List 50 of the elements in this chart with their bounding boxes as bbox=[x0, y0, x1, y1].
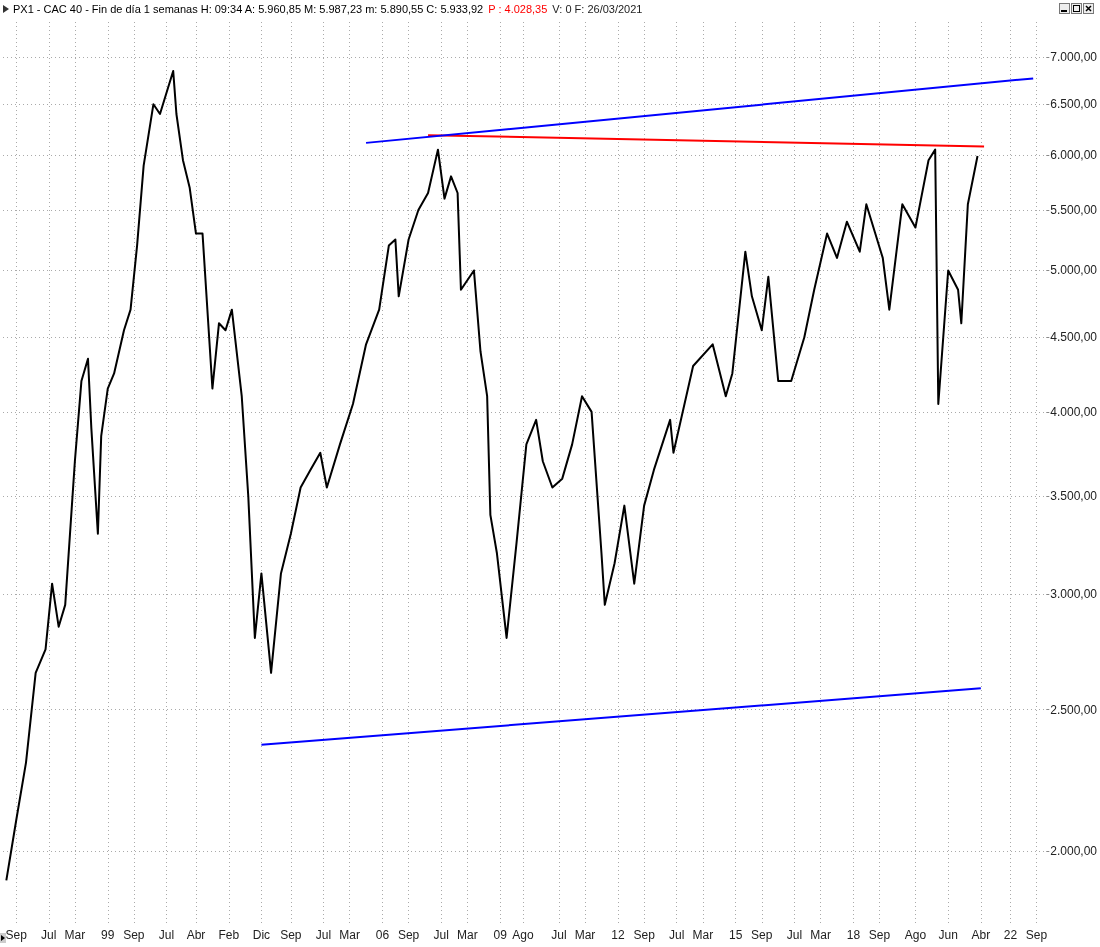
x-tick-label: Jul bbox=[786, 928, 803, 942]
y-tick-label: 6.500,00 bbox=[1050, 97, 1098, 112]
x-tick-label: 18 bbox=[846, 928, 861, 942]
y-tick-label: 2.500,00 bbox=[1050, 702, 1098, 717]
x-tick-label: Sep bbox=[5, 928, 28, 942]
y-tick-label: 2.000,00 bbox=[1050, 844, 1098, 859]
text: V: 0 F: 26/03/2021 bbox=[552, 3, 643, 15]
x-tick-label: Ago bbox=[904, 928, 927, 942]
x-tick-label: Sep bbox=[1025, 928, 1048, 942]
x-tick-label: Jul bbox=[433, 928, 449, 942]
x-tick-label: Sep bbox=[280, 928, 302, 942]
x-tick-label: Mar bbox=[692, 928, 714, 942]
x-tick-label: Jul bbox=[41, 928, 57, 942]
y-tick-label: 3.000,00 bbox=[1050, 587, 1098, 602]
x-tick-label: Abr bbox=[186, 928, 206, 942]
y-tick-label: 5.500,00 bbox=[1050, 203, 1098, 218]
x-tick-label: 22 bbox=[1003, 928, 1018, 942]
x-tick-label: Sep bbox=[633, 928, 656, 942]
x-tick-label: 06 bbox=[375, 928, 390, 942]
x-tick-label: Sep bbox=[397, 928, 420, 942]
x-tick-label: Jul bbox=[551, 928, 567, 942]
x-tick-label: Abr bbox=[971, 928, 991, 942]
x-tick-label: Mar bbox=[457, 928, 478, 942]
x-tick-label: 12 bbox=[611, 928, 625, 942]
x-tick-label: 09 bbox=[493, 928, 508, 942]
x-tick-label: Jun bbox=[938, 928, 958, 942]
chart-title: PX1 - CAC 40 - Fin de día 1 semanas H: 09:34 A: 5.960,85 M: 5.987,23 m: 5.890,55 C: 5.933,92 bbox=[13, 3, 484, 15]
x-tick-label: Mar bbox=[810, 928, 831, 942]
y-tick-label: 4.500,00 bbox=[1050, 330, 1098, 345]
x-tick-label: Sep bbox=[751, 928, 773, 942]
x-tick-label: Feb bbox=[218, 928, 240, 942]
text: P : 4.028,35 bbox=[488, 3, 548, 15]
x-tick-label: Sep bbox=[868, 928, 891, 942]
y-tick-label: 4.000,00 bbox=[1050, 404, 1098, 419]
x-tick-label: Dic bbox=[252, 928, 271, 942]
line-series bbox=[5, 69, 979, 882]
y-tick-label: 3.500,00 bbox=[1050, 489, 1098, 504]
x-tick-label: Ago bbox=[512, 928, 535, 942]
x-tick-label: Jul bbox=[669, 928, 685, 942]
x-tick-label: 15 bbox=[728, 928, 743, 942]
y-tick-label: 7.000,00 bbox=[1050, 50, 1098, 65]
y-tick-label: 5.000,00 bbox=[1050, 263, 1098, 278]
y-tick-label: 6.000,00 bbox=[1050, 147, 1098, 162]
x-tick-label: Sep bbox=[123, 928, 145, 942]
x-tick-label: Jul bbox=[158, 928, 175, 942]
x-tick-label: Jul bbox=[315, 928, 332, 942]
x-tick-label: Mar bbox=[574, 928, 596, 942]
x-tick-label: 99 bbox=[101, 928, 115, 942]
x-tick-label: Mar bbox=[339, 928, 360, 942]
x-tick-label: Mar bbox=[64, 928, 86, 942]
